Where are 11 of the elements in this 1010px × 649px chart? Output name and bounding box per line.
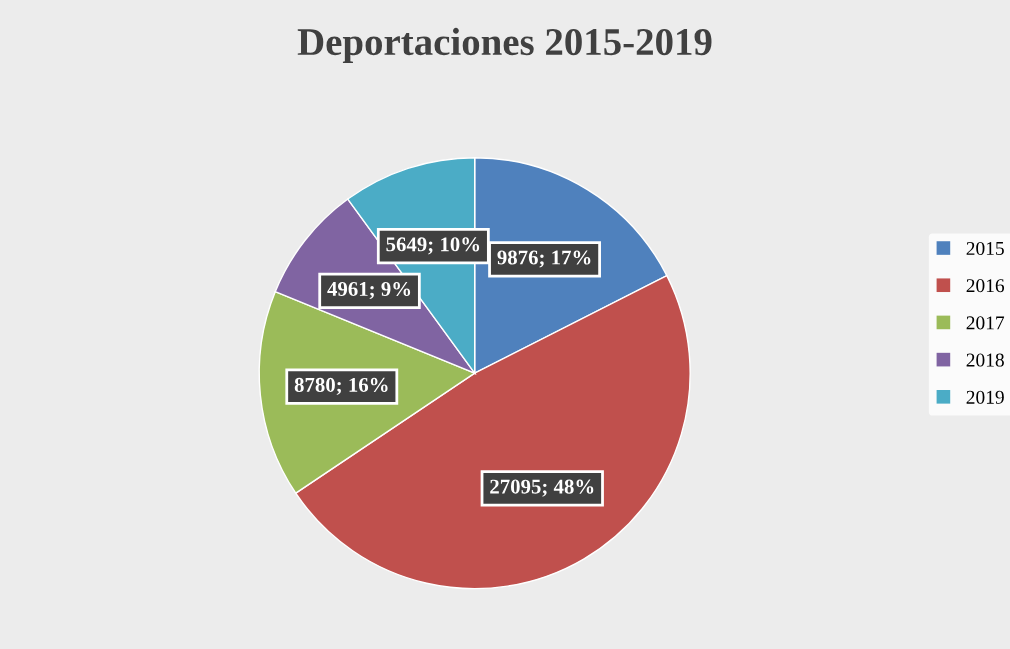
- legend-label: 2017: [966, 316, 1005, 330]
- data-label: 4961; 9%: [327, 281, 411, 300]
- data-label: 8780; 16%: [294, 377, 388, 395]
- legend-label: 2015: [966, 241, 1004, 256]
- data-label: 5649; 10%: [386, 237, 480, 255]
- legend-label: 2018: [966, 353, 1004, 367]
- data-label: 27095; 48%: [490, 479, 594, 497]
- legend-label: 2016: [966, 279, 1005, 293]
- legend-label: 2019: [966, 390, 1004, 404]
- data-label: 9876; 17%: [497, 250, 591, 268]
- chart-title: Deportaciones 2015-2019: [297, 27, 712, 64]
